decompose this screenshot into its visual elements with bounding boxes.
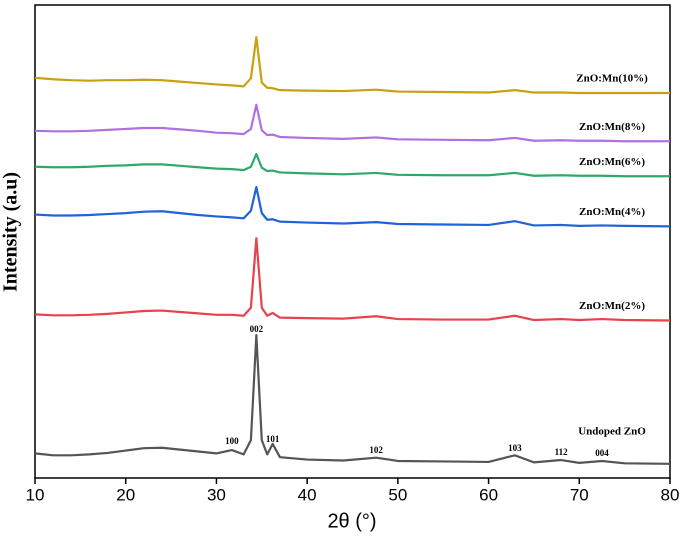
peak-label: 002 — [250, 324, 264, 334]
series-label: ZnO:Mn(6%) — [579, 156, 645, 168]
xrd-line — [34, 186, 671, 228]
x-tick-label: 70 — [570, 485, 589, 504]
y-axis-label: Intensity (a.u) — [0, 172, 22, 292]
x-tick-label: 60 — [479, 485, 498, 504]
xrd-line — [34, 237, 671, 322]
peak-label: 112 — [555, 447, 569, 457]
xrd-line — [34, 103, 670, 143]
x-tick-label: 50 — [388, 485, 407, 504]
x-tick-label: 30 — [207, 485, 226, 504]
x-tick-label: 10 — [26, 485, 45, 504]
peak-label: 103 — [508, 443, 522, 453]
series-label: ZnO:Mn(10%) — [576, 73, 648, 85]
series-label: Undoped ZnO — [578, 425, 646, 437]
xrd-line — [34, 152, 670, 178]
xrd-line — [34, 36, 670, 95]
series-label: ZnO:Mn(4%) — [579, 206, 645, 218]
peak-label: 004 — [595, 448, 609, 458]
series-label: ZnO:Mn(8%) — [579, 121, 645, 133]
x-tick-label: 20 — [116, 485, 135, 504]
plot-frame — [34, 4, 671, 479]
xrd-line — [34, 334, 671, 465]
peak-label: 101 — [266, 434, 280, 444]
x-tick-label: 80 — [661, 485, 680, 504]
x-axis-label: 2θ (°) — [327, 510, 376, 532]
x-tick-label: 40 — [298, 485, 317, 504]
series-label: ZnO:Mn(2%) — [579, 300, 645, 312]
peak-label: 100 — [225, 436, 239, 446]
peak-label: 102 — [369, 445, 383, 455]
